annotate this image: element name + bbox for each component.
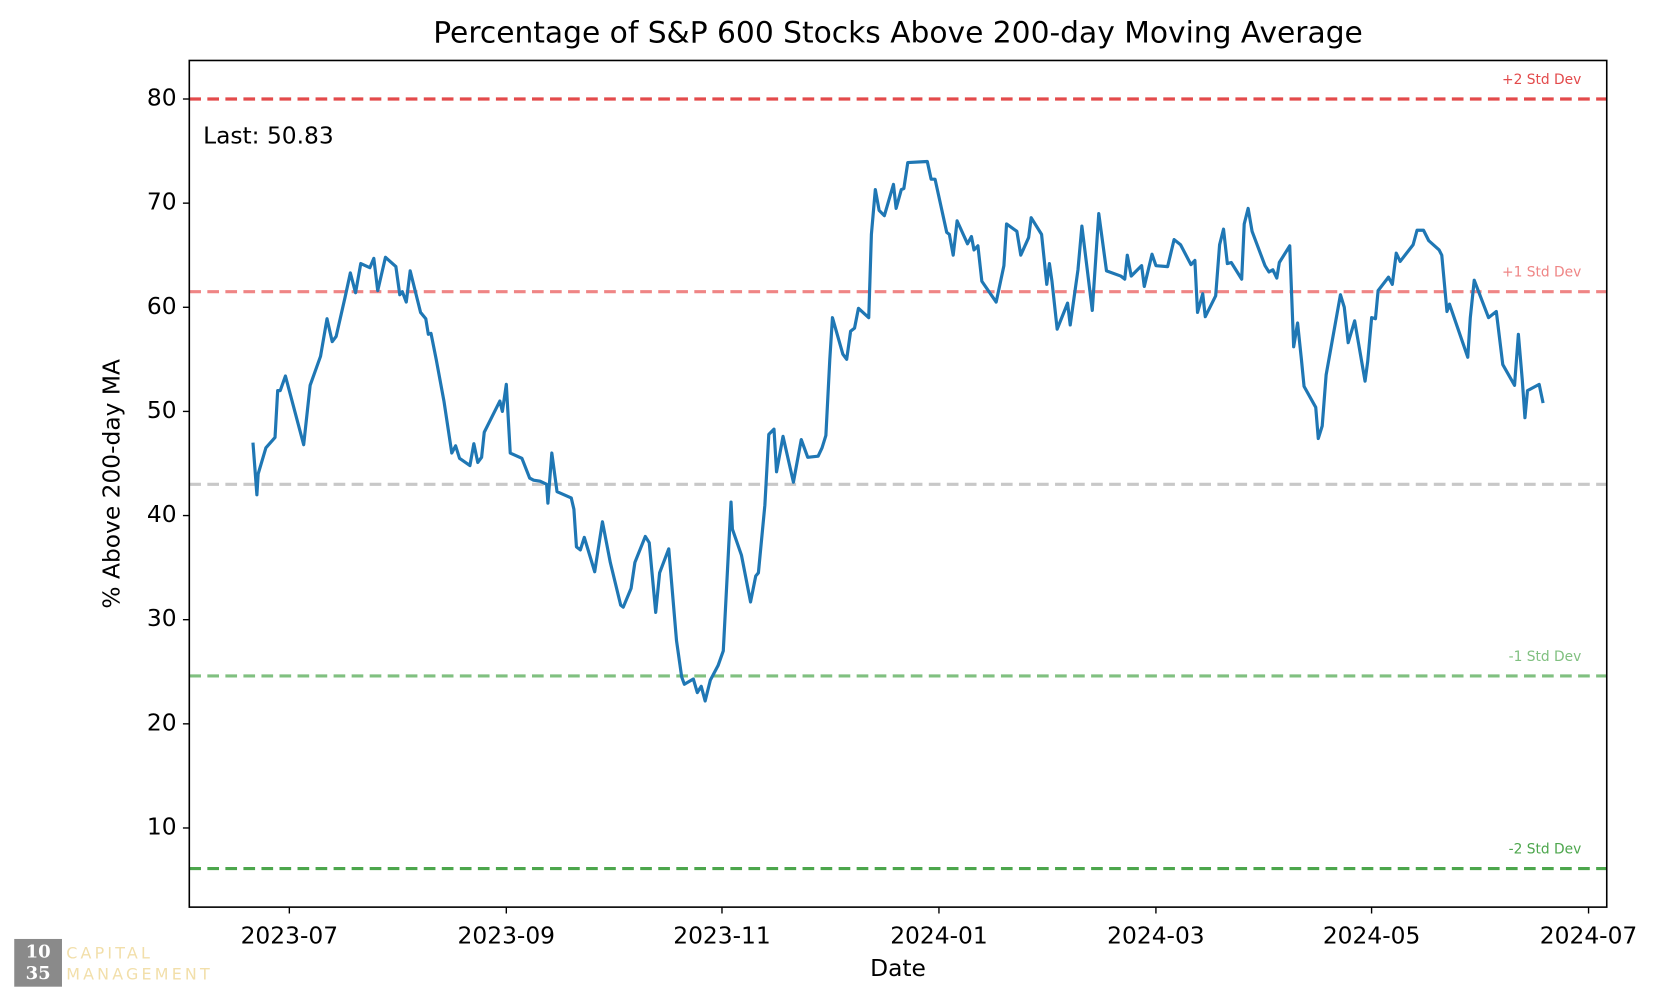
x-tick-label: 2024-03 bbox=[1107, 921, 1204, 949]
y-tick-label: 20 bbox=[147, 708, 177, 736]
y-tick-label: 80 bbox=[147, 84, 177, 112]
annotation: Last: 50.83 bbox=[203, 121, 334, 149]
x-tick-label: 2023-11 bbox=[673, 921, 770, 949]
y-tick-label: 10 bbox=[147, 812, 177, 840]
x-tick-label: 2023-09 bbox=[458, 921, 555, 949]
x-tick-label: 2024-01 bbox=[890, 921, 987, 949]
y-tick-label: 30 bbox=[147, 604, 177, 632]
data-line bbox=[251, 159, 1545, 703]
logo-mark: 10 bbox=[26, 942, 51, 963]
y-tick-label: 70 bbox=[147, 188, 177, 216]
y-axis-label: % Above 200-day MA bbox=[97, 359, 125, 609]
reference-label: +1 Std Dev bbox=[1502, 265, 1581, 281]
reference-label: +2 Std Dev bbox=[1502, 72, 1581, 88]
x-tick-label: 2024-05 bbox=[1323, 921, 1420, 949]
y-tick-label: 60 bbox=[147, 292, 177, 320]
logo-text: MANAGEMENT bbox=[66, 965, 213, 984]
logo-box bbox=[14, 938, 62, 987]
y-tick-label: 50 bbox=[147, 396, 177, 424]
plot-frame bbox=[188, 59, 1608, 908]
logo-text: CAPITAL bbox=[66, 943, 153, 962]
x-tick-label: 2024-07 bbox=[1540, 921, 1637, 949]
reference-label: -1 Std Dev bbox=[1509, 649, 1582, 665]
x-axis-label: Date bbox=[870, 954, 926, 982]
logo: 10 35 CAPITAL MANAGEMENT bbox=[14, 938, 213, 987]
logo-mark: 35 bbox=[26, 963, 51, 984]
x-tick-label: 2023-07 bbox=[241, 921, 338, 949]
reference-label: -2 Std Dev bbox=[1509, 841, 1582, 857]
y-tick-label: 40 bbox=[147, 500, 177, 528]
chart-title: Percentage of S&P 600 Stocks Above 200-d… bbox=[433, 15, 1363, 50]
